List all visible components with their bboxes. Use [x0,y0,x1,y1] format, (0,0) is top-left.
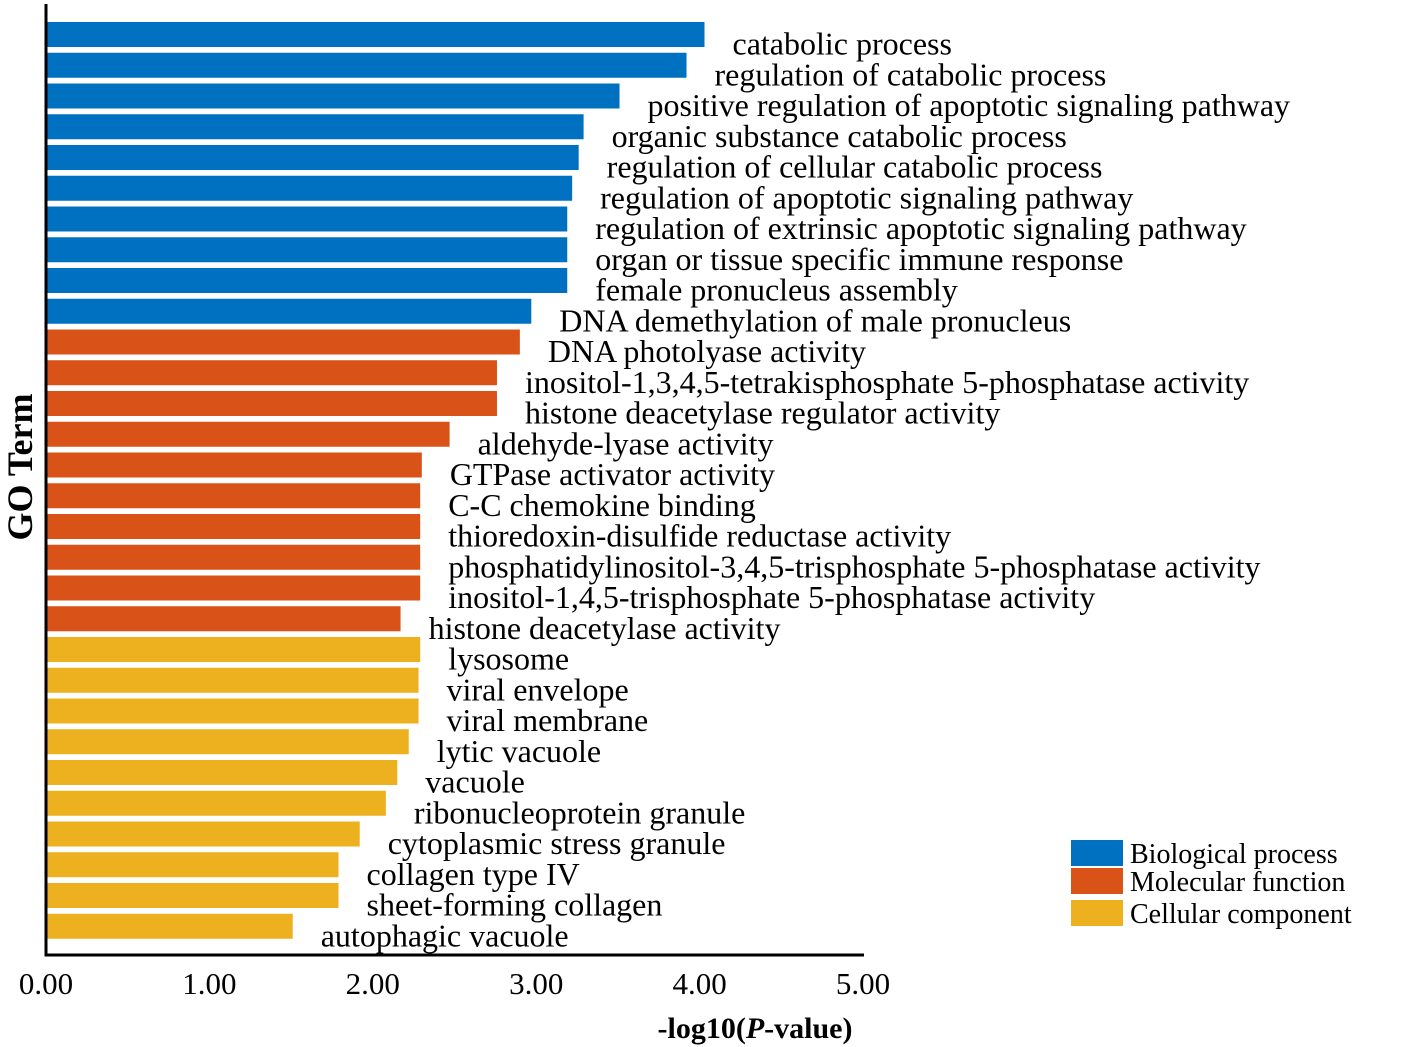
bar [46,544,421,570]
legend-label: Biological process [1130,839,1338,870]
bar-label: vacuole [425,764,525,800]
bar-label: inositol-1,4,5-trisphosphate 5-phosphata… [448,579,1095,615]
bar-label: organic substance catabolic process [612,118,1067,154]
x-tick-label: 1.00 [182,966,236,1001]
bar [46,575,421,601]
bar [46,514,421,539]
bar [46,391,497,416]
x-tick-label: 3.00 [509,966,563,1001]
legend-swatch [1071,868,1123,894]
bar [46,790,386,816]
bar-label: cytoplasmic stress granule [388,825,726,861]
x-axis-title: -log10(P-value) [658,1012,853,1045]
legend-swatch [1071,900,1123,926]
bar-label: C-C chemokine binding [448,487,756,523]
x-tick-label: 5.00 [836,966,890,1001]
bar [46,421,450,447]
bar-label: autophagic vacuole [321,917,569,953]
bar [46,483,421,509]
bar-label: catabolic process [733,26,952,62]
y-axis-title: GO Term [0,393,40,540]
legend-label: Cellular component [1130,899,1352,930]
bar [46,698,419,724]
bar-label: lytic vacuole [437,733,601,769]
bar-label: inositol-1,3,4,5-tetrakisphosphate 5-pho… [525,364,1249,400]
bar [46,821,360,847]
bar-label: organ or tissue specific immune response [595,241,1123,277]
bar [46,145,579,170]
bar-label: regulation of extrinsic apoptotic signal… [595,210,1246,246]
bar-label: positive regulation of apoptotic signali… [648,87,1291,123]
legend-swatch [1071,840,1123,866]
bar [46,452,422,478]
bar-label: lysosome [448,641,569,677]
bar-label: histone deacetylase regulator activity [525,395,1000,431]
bar [46,883,339,908]
bar [46,268,568,293]
bar [46,852,339,878]
bar-label: viral envelope [447,671,629,707]
bar-label: histone deacetylase activity [429,610,781,646]
bar [46,175,573,201]
bar [46,22,705,47]
bar-label: sheet-forming collagen [366,887,662,923]
bar [46,83,620,109]
bar-label: viral membrane [447,702,649,738]
bar [46,298,532,324]
bar [46,114,584,140]
bar-label: regulation of apoptotic signaling pathwa… [600,179,1133,215]
bar [46,360,497,386]
bar [46,606,401,632]
bar [46,329,520,355]
legend-label: Molecular function [1130,867,1345,898]
bar-label: DNA photolyase activity [548,333,866,369]
bar-label: thioredoxin-disulfide reductase activity [448,518,951,554]
bar-label: aldehyde-lyase activity [478,425,774,461]
x-tick-label: 2.00 [346,966,400,1001]
bar [46,760,398,785]
bar-label: female pronucleus assembly [595,272,958,308]
bar [46,52,687,78]
bars-layer [46,22,705,939]
bar-label: collagen type IV [366,856,579,892]
bar [46,237,568,263]
bar [46,206,568,232]
bar [46,729,409,755]
bar-label: regulation of catabolic process [715,56,1107,92]
bar-label: regulation of cellular catabolic process [607,149,1103,185]
bar-label: GTPase activator activity [450,456,775,492]
bar [46,637,421,662]
bar [46,667,419,693]
bar-label: DNA demethylation of male pronucleus [559,302,1071,338]
bar-label: phosphatidylinositol-3,4,5-trisphosphate… [448,548,1260,584]
x-tick-label: 4.00 [672,966,726,1001]
x-ticks-layer: 0.00 1.00 2.00 3.00 4.00 5.00 [19,966,890,1001]
x-tick-label: 0.00 [19,966,73,1001]
bar-label: ribonucleoprotein granule [414,794,745,830]
bar [46,913,293,939]
